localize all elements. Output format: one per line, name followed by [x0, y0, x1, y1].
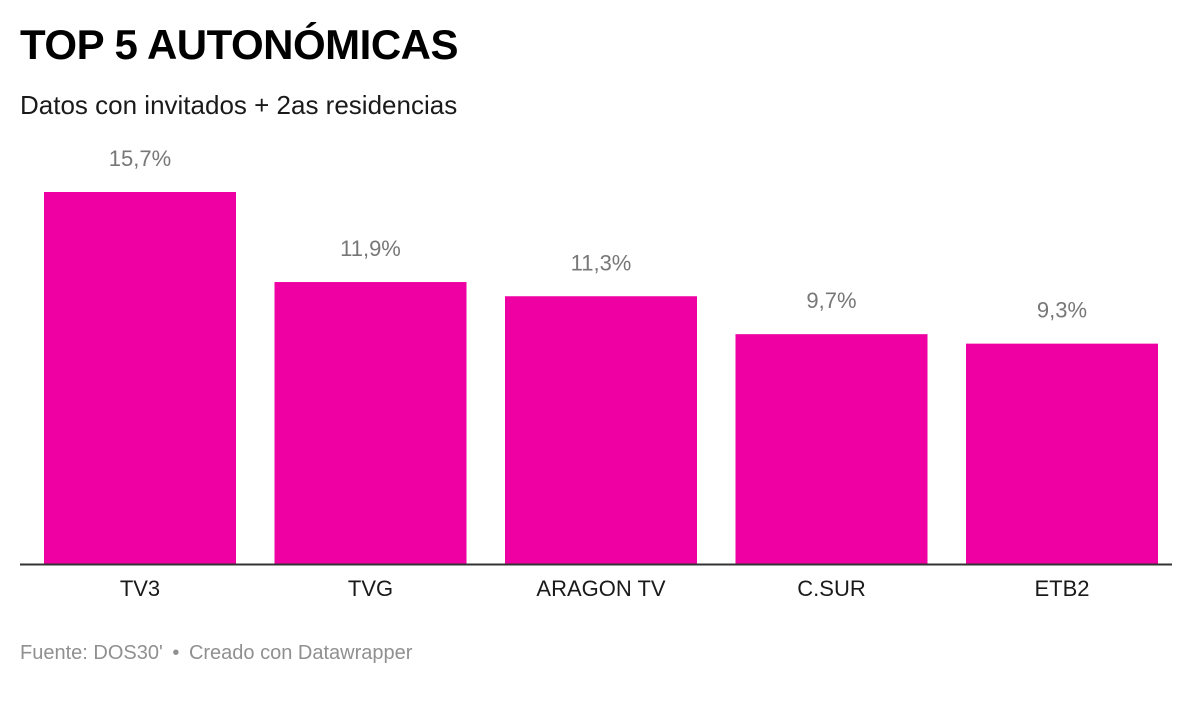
- value-label: 15,7%: [109, 146, 171, 171]
- bar-tv3: [44, 192, 236, 564]
- category-label: TVG: [348, 576, 393, 601]
- credit-link[interactable]: Creado con Datawrapper: [188, 642, 413, 664]
- category-label: ARAGON TV: [536, 576, 666, 601]
- bar-chart: 15,7% TV3 11,9% TVG 11,3% ARAGON TV 9,7% C.SUR 9…: [20, 146, 1172, 601]
- chart-subtitle: Datos con invitados + 2as residencias: [20, 90, 458, 120]
- chart-title: TOP 5 AUTONÓMICAS: [20, 21, 459, 68]
- source-note: Fuente: DOS30': [20, 642, 163, 664]
- bar-tvg: [274, 282, 467, 564]
- value-label: 11,9%: [340, 236, 401, 261]
- footer: Fuente: DOS30' • Creado con Datawrapper: [20, 642, 412, 665]
- value-label: 9,3%: [1037, 298, 1087, 323]
- value-label: 9,7%: [806, 288, 856, 313]
- bar-aragon-tv: [505, 296, 697, 564]
- bar-c-sur: [735, 334, 928, 564]
- value-label: 11,3%: [571, 250, 632, 275]
- bar-etb2: [966, 343, 1158, 564]
- category-label: ETB2: [1034, 576, 1089, 601]
- category-label: TV3: [120, 576, 160, 601]
- footer-separator: •: [172, 642, 180, 664]
- category-label: C.SUR: [797, 576, 865, 601]
